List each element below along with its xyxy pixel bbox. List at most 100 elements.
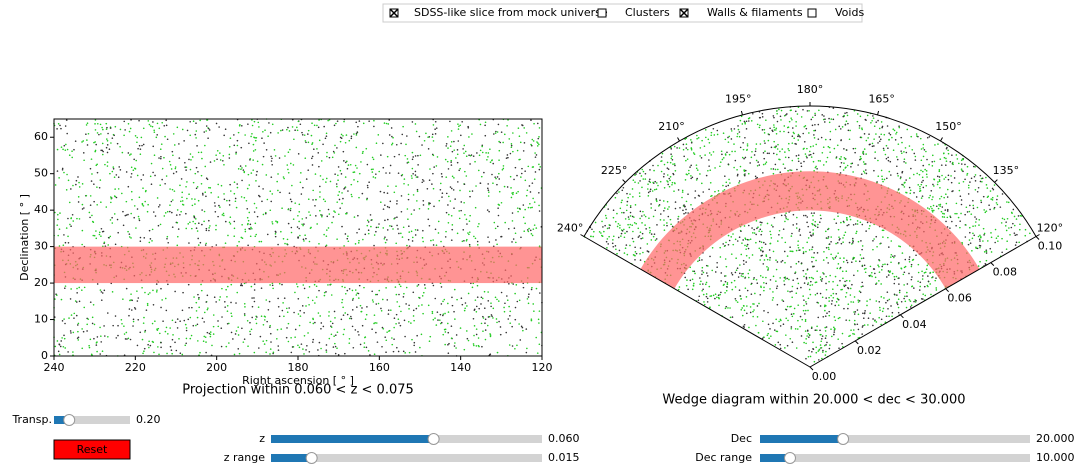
texture-dot [649,188,652,191]
texture-dot [233,134,235,136]
texture-dot [843,162,845,164]
texture-dot [454,318,456,320]
texture-dot [375,331,377,334]
texture-dot [755,159,758,162]
texture-dot [447,168,450,170]
texture-dot [523,127,526,129]
texture-dot [436,156,439,158]
texture-dot [316,148,318,150]
texture-dot [830,294,832,297]
texture-dot [836,113,839,116]
texture-dot [782,323,785,326]
texture-dot [915,254,917,257]
texture-dot [992,188,995,191]
texture-dot [254,222,257,225]
texture-dot [328,337,331,340]
texture-dot [240,236,243,239]
texture-dot [620,201,623,204]
texture-dot [842,346,844,348]
texture-dot [285,336,288,339]
texture-dot [719,165,721,168]
texture-dot [126,338,128,340]
texture-dot [535,154,538,156]
texture-dot [843,156,846,159]
texture-dot [803,214,805,217]
texture-dot [71,213,74,216]
texture-dot [805,342,807,345]
texture-dot [437,232,440,234]
texture-dot [504,221,506,224]
texture-dot [171,352,173,355]
texture-dot [736,240,739,242]
texture-dot [272,287,274,290]
texture-dot [441,196,443,198]
texture-dot [333,124,336,127]
texture-dot [714,297,716,300]
texture-dot [902,184,905,186]
texture-dot [303,334,306,337]
texture-dot [325,181,327,183]
texture-dot [372,158,375,161]
texture-dot [495,130,497,133]
texture-dot [922,186,925,189]
texture-dot [807,282,810,284]
texture-dot [187,223,190,225]
texture-dot [106,138,108,140]
texture-dot [355,294,358,296]
texture-dot [165,326,168,329]
texture-dot [207,127,210,130]
texture-dot [844,280,846,283]
texture-dot [924,294,927,297]
texture-dot [672,163,674,165]
texture-dot [702,271,705,274]
texture-dot [399,324,402,327]
texture-dot [98,233,101,236]
texture-dot [344,161,347,164]
texture-dot [877,175,880,178]
texture-dot [921,278,924,280]
texture-dot [815,165,817,168]
texture-dot [185,185,187,188]
texture-dot [92,303,95,306]
texture-dot [312,341,314,343]
texture-dot [366,224,369,227]
texture-dot [311,155,314,158]
texture-dot [128,233,131,235]
texture-dot [510,144,513,147]
texture-dot [81,203,84,206]
texture-dot [668,177,671,180]
texture-dot [639,217,641,220]
texture-dot [775,268,778,271]
texture-dot [990,198,993,200]
texture-dot [450,161,452,163]
texture-dot [511,212,514,214]
texture-dot [775,129,777,131]
texture-dot [607,243,610,245]
texture-dot [127,213,129,216]
texture-dot [106,126,108,129]
texture-dot [902,273,905,276]
texture-dot [288,307,290,309]
texture-dot [152,211,155,213]
texture-dot [335,183,338,185]
texture-dot [460,201,463,203]
texture-dot [100,235,102,237]
texture-dot [831,300,833,302]
texture-dot [455,347,457,349]
texture-dot [533,310,535,312]
texture-dot [337,213,340,216]
texture-dot [158,157,160,159]
texture-dot [187,283,190,286]
texture-dot [481,151,484,154]
texture-dot [227,285,229,288]
texture-dot [753,303,755,305]
texture-dot [132,169,135,172]
texture-dot [860,173,863,175]
texture-dot [983,232,986,235]
texture-dot [88,211,91,214]
texture-dot [341,225,343,228]
texture-dot [763,282,765,284]
texture-dot [530,143,532,146]
texture-dot [261,137,263,140]
texture-dot [845,216,848,219]
